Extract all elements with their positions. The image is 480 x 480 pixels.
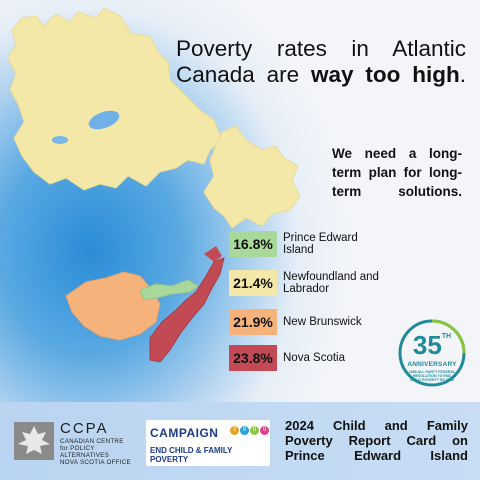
badge-fine-line1: 1989 ALL PARTY FEDERAL <box>408 370 456 374</box>
tagline-line2: term plan for long- <box>332 165 462 180</box>
report-line1: 2024 Child and Family <box>285 418 468 433</box>
ccpa-sub-line2: for POLICY ALTERNATIVES <box>60 445 110 459</box>
tagline-line3: term solutions. <box>332 184 462 199</box>
headline-line1: Poverty rates in Atlantic <box>176 36 466 61</box>
campaign-digit: 0 <box>240 426 249 435</box>
ccpa-logo-block: CCPA CANADIAN CENTRE for POLICY ALTERNAT… <box>14 420 140 468</box>
ccpa-sub-line1: CANADIAN CENTRE <box>60 438 124 445</box>
ccpa-title: CCPA <box>60 420 109 437</box>
badge-word: ANNIVERSARY <box>407 361 457 368</box>
headline-line2: Canada are way too high. <box>176 62 466 88</box>
report-line2: Poverty Report Card on <box>285 433 468 448</box>
legend-label: Nova Scotia <box>283 352 346 364</box>
badge-number: 35TH <box>397 330 467 361</box>
report-title: 2024 Child and Family Poverty Report Car… <box>285 418 468 463</box>
legend-label-line2: Island <box>283 244 314 256</box>
legend-row-newfoundland: 21.4% Newfoundland and Labrador <box>229 270 433 296</box>
campaign-word: CAMPAIGN <box>150 426 219 440</box>
newfoundland-labrador-region <box>7 7 223 191</box>
legend-value: 23.8% <box>229 345 277 371</box>
nova-scotia-region <box>149 257 225 363</box>
headline-plain: Canada are <box>176 62 312 87</box>
campaign-2000-logo: CAMPAIGN 2 0 0 0 END CHILD & FAMILY POVE… <box>146 420 270 466</box>
legend-value: 16.8% <box>229 231 277 257</box>
ccpa-leaf-icon <box>14 422 54 460</box>
anniversary-badge: 35TH ANNIVERSARY 1989 ALL PARTY FEDERAL … <box>397 318 467 388</box>
campaign-digit: 0 <box>260 426 269 435</box>
badge-suffix: TH <box>441 333 452 340</box>
ccpa-sub-line3: NOVA SCOTIA OFFICE <box>60 459 131 466</box>
badge-fine-line3: CHILD POVERTY BY 2000 <box>409 378 454 383</box>
legend-label-line2: Labrador <box>283 283 330 295</box>
badge-fine-line2: RESOLUTION TO END <box>412 374 452 379</box>
headline: Poverty rates in Atlantic Canada are way… <box>176 36 466 88</box>
tagline-line1: We need a long- <box>332 146 462 161</box>
legend-label-line1: Newfoundland and <box>283 271 379 283</box>
legend-label: Newfoundland and Labrador <box>283 271 433 295</box>
legend-label-line1: Prince Edward <box>283 232 358 244</box>
legend-row-pei: 16.8% Prince Edward Island <box>229 231 433 257</box>
campaign-tagline: END CHILD & FAMILY POVERTY <box>150 446 233 464</box>
badge-digits: 35 <box>412 330 442 360</box>
legend-label: Prince Edward Island <box>283 232 433 256</box>
badge-ring-icon <box>398 319 466 387</box>
legend-value: 21.4% <box>229 270 277 296</box>
report-line3: Prince Edward Island <box>285 448 468 463</box>
headline-bold: way too high <box>311 62 460 87</box>
legend-row-new-brunswick: 21.9% New Brunswick <box>229 309 433 335</box>
new-brunswick-region <box>65 271 161 341</box>
newfoundland-island <box>203 125 301 229</box>
headline-period: . <box>459 62 467 87</box>
campaign-digit: 0 <box>250 426 259 435</box>
ccpa-subtitle: CANADIAN CENTRE for POLICY ALTERNATIVES … <box>60 438 140 466</box>
tagline: We need a long- term plan for long- term… <box>332 144 462 201</box>
legend-row-nova-scotia: 23.8% Nova Scotia <box>229 345 433 371</box>
prince-edward-island-region <box>139 279 199 301</box>
campaign-digit: 2 <box>230 426 239 435</box>
badge-fine-print: 1989 ALL PARTY FEDERAL RESOLUTION TO END… <box>397 370 467 383</box>
campaign-digits: 2 0 0 0 <box>230 426 269 435</box>
legend-label: New Brunswick <box>283 316 362 328</box>
legend-value: 21.9% <box>229 309 277 335</box>
